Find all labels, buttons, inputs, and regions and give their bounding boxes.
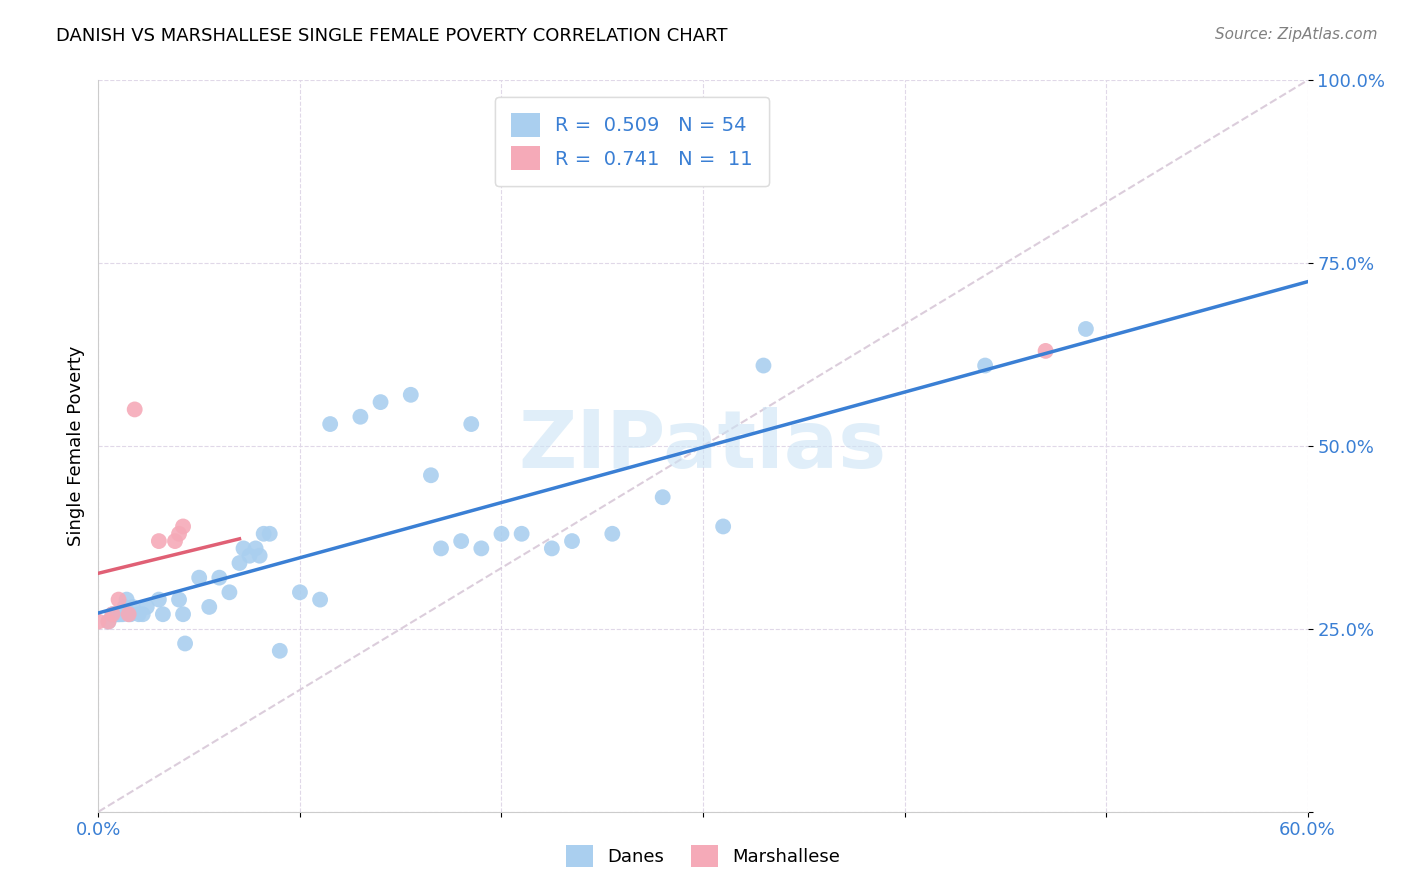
Point [97, 615, 120, 629]
Point [103, 607, 125, 622]
Point [1035, 343, 1057, 358]
Point [540, 541, 562, 556]
Text: ZIPatlas: ZIPatlas [519, 407, 887, 485]
Legend: R =  0.509   N = 54, R =  0.741   N =  11: R = 0.509 N = 54, R = 0.741 N = 11 [495, 97, 769, 186]
Point [752, 359, 775, 373]
Point [249, 549, 271, 563]
Point [167, 526, 190, 541]
Point [97, 615, 120, 629]
Point [218, 585, 240, 599]
Point [232, 541, 254, 556]
Point [124, 402, 146, 417]
Point [163, 534, 186, 549]
Point [491, 526, 513, 541]
Point [128, 607, 150, 622]
Point [174, 636, 197, 650]
Point [651, 490, 673, 504]
Point [105, 607, 128, 622]
Point [101, 607, 124, 622]
Point [420, 468, 443, 483]
Point [349, 409, 371, 424]
Point [120, 607, 142, 622]
Point [288, 585, 311, 599]
Text: Source: ZipAtlas.com: Source: ZipAtlas.com [1215, 27, 1378, 42]
Point [460, 417, 482, 431]
Point [107, 607, 129, 622]
Point [118, 607, 141, 622]
Point [198, 599, 221, 614]
Point [399, 388, 422, 402]
Point [208, 571, 231, 585]
Point [132, 607, 155, 622]
Point [87, 615, 110, 629]
Point [245, 541, 267, 556]
Point [239, 549, 262, 563]
Point [450, 534, 472, 549]
Legend: Danes, Marshallese: Danes, Marshallese [558, 838, 848, 874]
Point [172, 519, 194, 533]
Point [135, 599, 157, 614]
Point [172, 607, 194, 622]
Point [370, 395, 392, 409]
Point [148, 592, 170, 607]
Point [115, 592, 138, 607]
Point [319, 417, 342, 431]
Point [470, 541, 492, 556]
Point [228, 556, 250, 570]
Text: DANISH VS MARSHALLESE SINGLE FEMALE POVERTY CORRELATION CHART: DANISH VS MARSHALLESE SINGLE FEMALE POVE… [56, 27, 728, 45]
Point [167, 592, 190, 607]
Y-axis label: Single Female Poverty: Single Female Poverty [66, 346, 84, 546]
Point [114, 599, 136, 614]
Point [259, 526, 281, 541]
Point [148, 534, 170, 549]
Point [152, 607, 174, 622]
Point [561, 534, 583, 549]
Point [110, 607, 132, 622]
Point [430, 541, 453, 556]
Point [602, 526, 624, 541]
Point [1074, 322, 1097, 336]
Point [309, 592, 332, 607]
Point [101, 607, 124, 622]
Point [121, 599, 143, 614]
Point [118, 607, 141, 622]
Point [107, 607, 129, 622]
Point [711, 519, 734, 533]
Point [974, 359, 997, 373]
Point [107, 592, 129, 607]
Point [510, 526, 533, 541]
Point [253, 526, 276, 541]
Point [188, 571, 211, 585]
Point [269, 644, 291, 658]
Point [111, 607, 134, 622]
